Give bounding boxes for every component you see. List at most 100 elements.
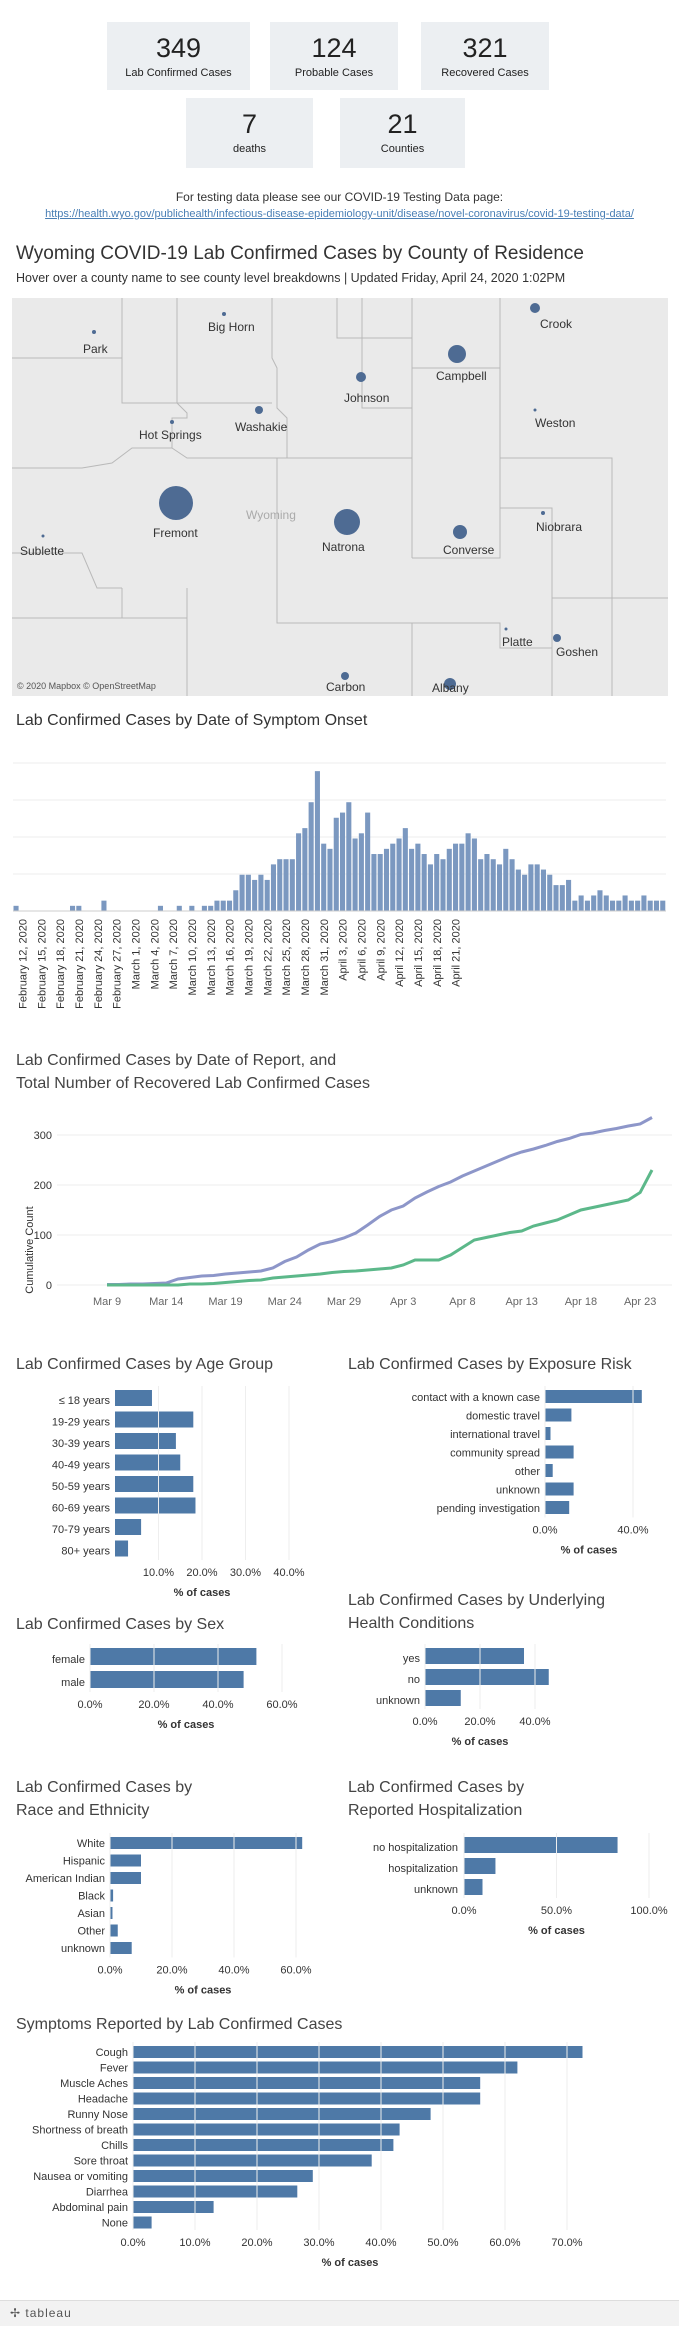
bar[interactable] [545,1482,574,1496]
bar[interactable] [110,1837,303,1849]
county-dot-converse[interactable] [453,525,467,539]
bar[interactable] [133,2061,518,2074]
onset-bar[interactable] [76,905,82,911]
onset-bar[interactable] [258,874,264,911]
onset-bar[interactable] [647,900,653,911]
bar[interactable] [133,2108,431,2120]
onset-bar[interactable] [427,864,433,911]
county-dot-natrona[interactable] [334,509,360,535]
onset-bar[interactable] [402,828,408,911]
county-dot-carbon[interactable] [341,672,349,680]
bar[interactable] [464,1858,496,1874]
onset-bar[interactable] [264,879,270,911]
onset-bar[interactable] [496,864,503,911]
county-dot-johnson[interactable] [356,372,366,382]
onset-bar[interactable] [566,879,572,911]
onset-bar[interactable] [214,900,220,911]
bar[interactable] [545,1445,574,1459]
onset-bar[interactable] [352,838,358,911]
bar[interactable] [425,1669,549,1685]
onset-bar[interactable] [597,890,603,911]
onset-bar[interactable] [446,848,452,911]
onset-bar[interactable] [584,900,590,911]
bar[interactable] [115,1390,152,1406]
county-dot-big-horn[interactable] [222,312,226,316]
onset-bar[interactable] [534,864,540,911]
confirmed-line[interactable] [107,1116,653,1286]
county-dot-fremont[interactable] [159,486,193,520]
onset-bar[interactable] [333,817,339,911]
onset-bar[interactable] [70,905,76,911]
onset-bar[interactable] [371,854,377,911]
bar[interactable] [90,1648,257,1665]
onset-bar[interactable] [296,833,302,911]
onset-bar[interactable] [628,900,634,911]
onset-bar[interactable] [572,900,578,911]
bar[interactable] [110,1942,132,1954]
onset-bar[interactable] [289,859,295,911]
recovered-line[interactable] [107,1169,654,1287]
tableau-footer[interactable]: ✢ tableau [0,2300,679,2326]
county-dot-park[interactable] [92,330,96,334]
county-label-natrona[interactable]: Natrona [322,540,365,554]
onset-bar[interactable] [377,854,383,911]
bar[interactable] [545,1408,572,1422]
county-label-park[interactable]: Park [83,342,109,356]
county-label-sublette[interactable]: Sublette [20,544,64,558]
bar[interactable] [545,1390,642,1403]
race-chart[interactable]: White Hispanic American Indian Black Asian Ot… [0,1829,340,2004]
onset-bar[interactable] [157,905,163,911]
bar[interactable] [464,1837,618,1853]
onset-bar[interactable] [641,895,647,911]
bar[interactable] [425,1648,524,1664]
onset-bar[interactable] [283,859,289,911]
onset-bar[interactable] [208,905,214,911]
onset-bar[interactable] [340,812,346,911]
onset-bar[interactable] [390,843,396,911]
onset-bar[interactable] [459,843,465,911]
county-label-weston[interactable]: Weston [535,416,575,430]
county-dot-hot-springs[interactable] [170,420,174,424]
onset-bar[interactable] [13,905,19,911]
onset-bar[interactable] [553,885,559,911]
onset-bar[interactable] [101,900,107,911]
onset-bar[interactable] [421,854,427,911]
onset-bar[interactable] [383,848,390,911]
onset-bar[interactable] [478,859,484,911]
onset-bar[interactable] [302,828,308,911]
onset-chart[interactable]: February 12, 2020 February 15, 2020 Februa… [0,735,679,1025]
bar[interactable] [115,1497,196,1514]
county-dot-campbell[interactable] [448,345,466,363]
onset-bar[interactable] [365,812,371,911]
bar[interactable] [133,2139,394,2151]
county-label-carbon[interactable]: Carbon [326,680,365,694]
bar[interactable] [133,2201,214,2213]
county-label-washakie[interactable]: Washakie [235,420,288,434]
onset-bar[interactable] [440,859,446,911]
onset-bar[interactable] [578,895,584,911]
county-label-big-horn[interactable]: Big Horn [208,320,255,334]
bar[interactable] [545,1427,551,1440]
county-label-fremont[interactable]: Fremont [153,526,198,540]
county-dot-weston[interactable] [533,408,537,412]
exposure-chart[interactable]: contact with a known case domestic travel… [340,1382,679,1602]
bar[interactable] [133,2092,481,2105]
county-dot-niobrara[interactable] [541,511,545,515]
onset-bar[interactable] [471,838,477,911]
sex-chart[interactable]: female male 0.0% 20.0% 40.0% 60.0% % of cases [0,1640,340,1760]
county-dot-goshen[interactable] [553,634,561,642]
bar[interactable] [545,1464,553,1477]
onset-bar[interactable] [484,854,490,911]
onset-bar[interactable] [327,848,333,911]
bar[interactable] [110,1924,118,1937]
onset-bar[interactable] [559,885,565,911]
onset-bar[interactable] [503,848,509,911]
onset-bar[interactable] [308,802,314,911]
county-label-hot-springs[interactable]: Hot Springs [139,428,202,442]
county-dot-sublette[interactable] [41,534,45,538]
county-label-campbell[interactable]: Campbell [436,369,487,383]
hospitalization-chart[interactable]: no hospitalization hospitalization unknown… [340,1829,679,1969]
bar[interactable] [115,1476,194,1492]
onset-bar[interactable] [522,874,528,911]
onset-bar[interactable] [220,900,226,911]
